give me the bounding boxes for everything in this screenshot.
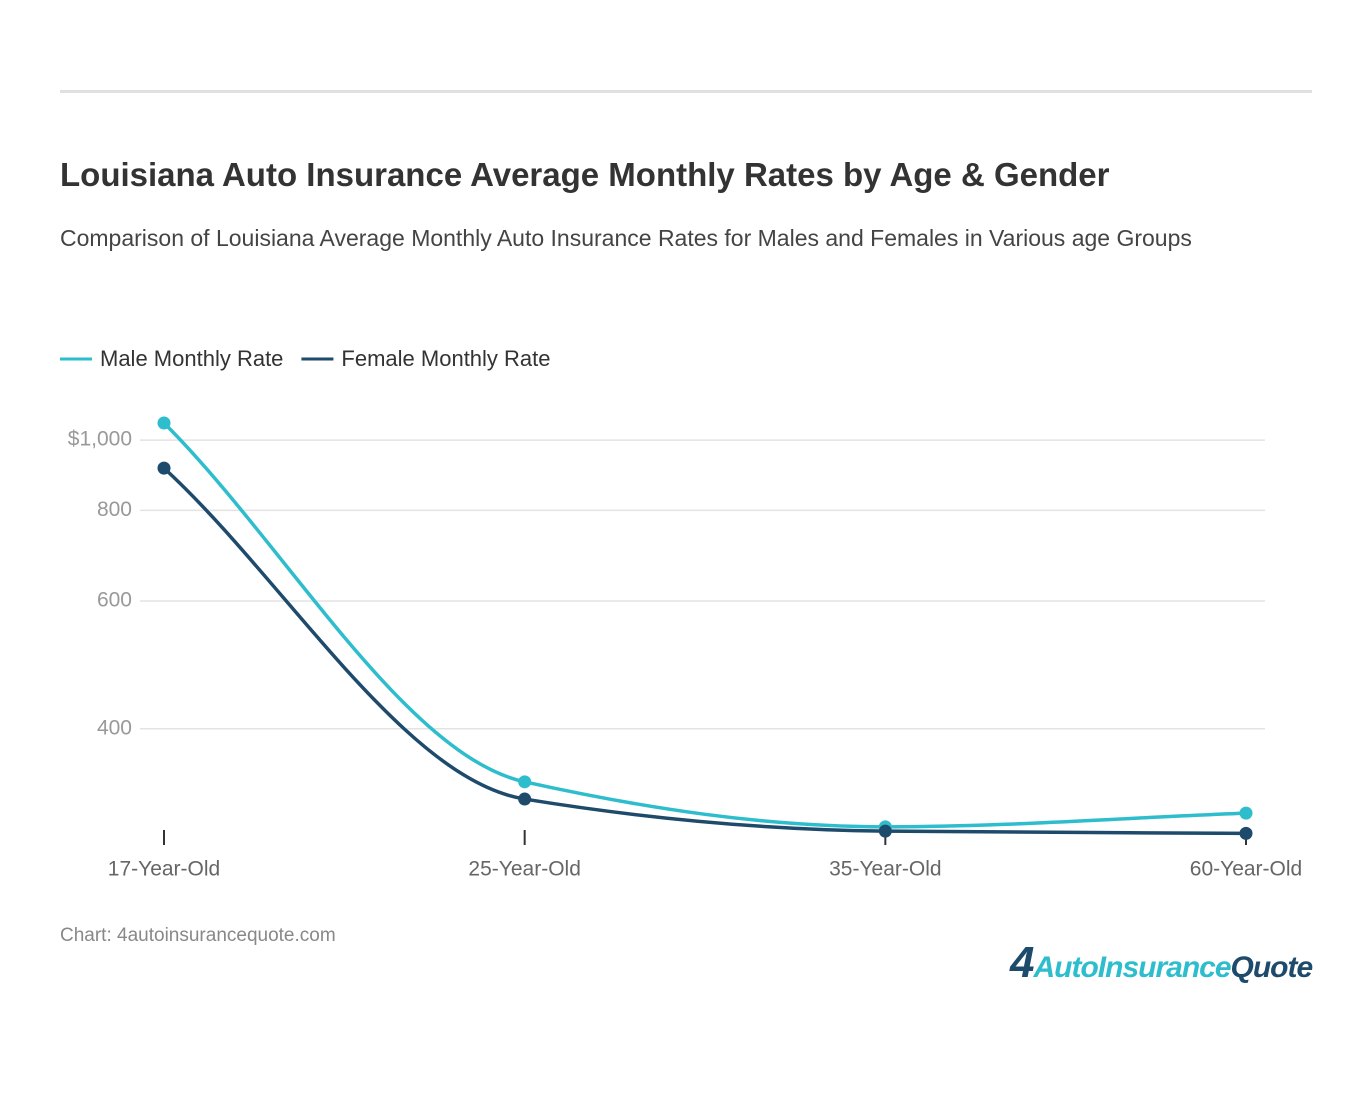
top-rule <box>60 90 1312 93</box>
chart-subtitle: Comparison of Louisiana Average Monthly … <box>60 225 1192 251</box>
source-note: Chart: 4autoinsurancequote.com <box>60 925 336 946</box>
legend-label: Female Monthly Rate <box>341 346 550 371</box>
y-tick-label: 400 <box>97 716 132 739</box>
series-line <box>162 421 1247 829</box>
x-tick-label: 25-Year-Old <box>468 858 580 881</box>
logo-part: Quote <box>1230 951 1314 984</box>
data-point <box>157 461 171 475</box>
x-tick-label: 17-Year-Old <box>108 858 220 881</box>
data-point <box>157 416 171 430</box>
y-tick-label: $1,000 <box>68 428 132 451</box>
series-line <box>162 466 1247 836</box>
data-point <box>878 824 892 838</box>
legend-label: Male Monthly Rate <box>100 346 283 371</box>
data-point <box>518 792 532 806</box>
data-point <box>1239 806 1253 820</box>
x-tick-label: 35-Year-Old <box>829 858 941 881</box>
y-tick-label: 800 <box>97 498 132 521</box>
logo-part: 4 <box>1010 938 1035 987</box>
logo: 4AutoInsuranceQuote <box>1010 938 1314 988</box>
logo-part: AutoInsurance <box>1033 951 1231 984</box>
x-tick-label: 60-Year-Old <box>1190 858 1302 881</box>
data-point <box>518 775 532 789</box>
chart-title: Louisiana Auto Insurance Average Monthly… <box>60 156 1110 193</box>
data-point <box>1239 826 1253 840</box>
y-tick-label: 600 <box>97 589 132 612</box>
